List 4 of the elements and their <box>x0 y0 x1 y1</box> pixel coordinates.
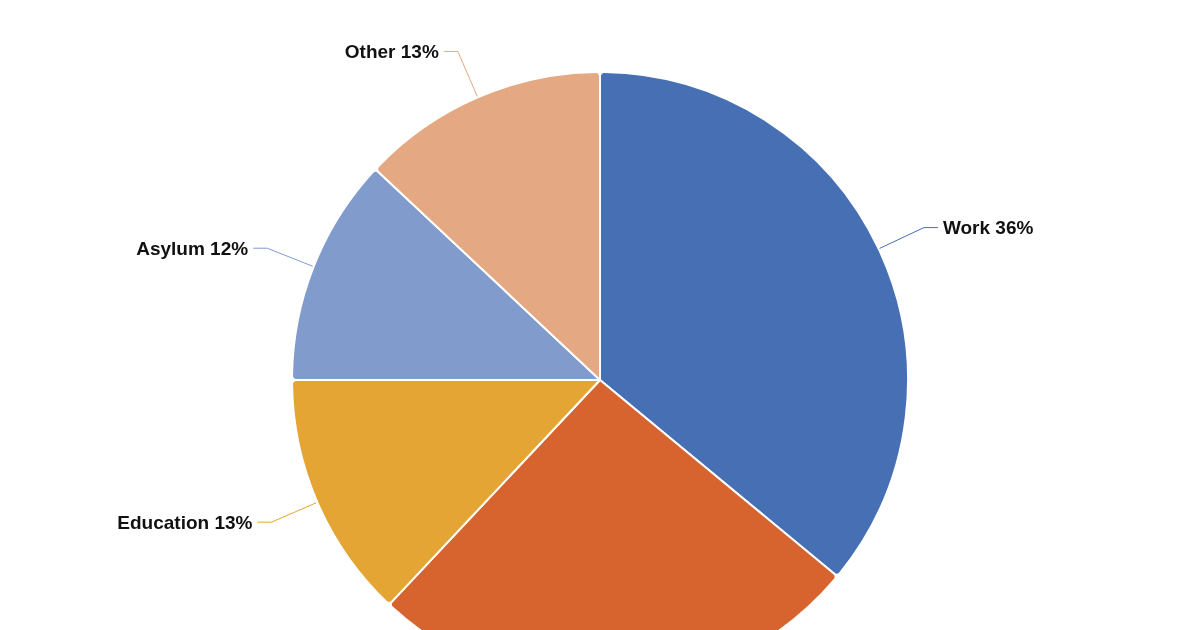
slice-label: Work 36% <box>942 217 1034 239</box>
slice-label: Asylum 12% <box>136 237 249 259</box>
slice-label: Education 13% <box>117 511 253 533</box>
slice-label: Other 13% <box>344 40 439 62</box>
